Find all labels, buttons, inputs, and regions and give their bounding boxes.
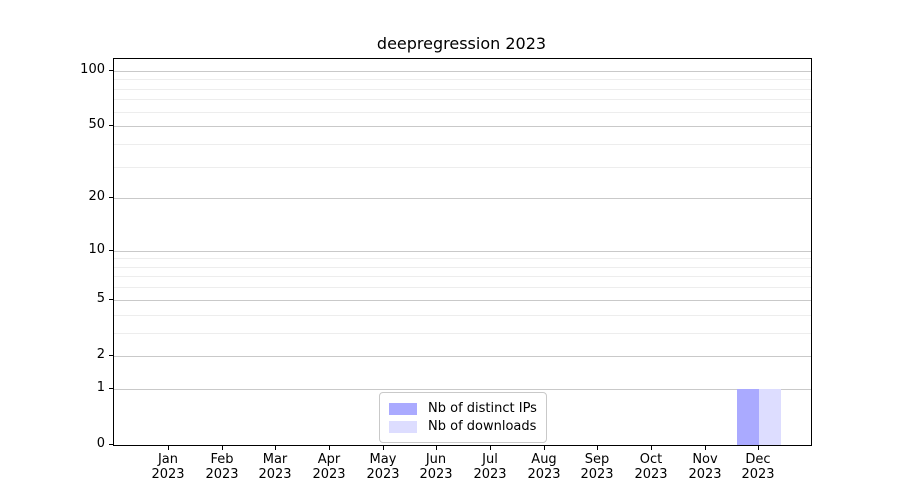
x-tick-month: Jan [157,452,179,467]
plot-area: Nb of distinct IPs Nb of downloads [113,58,812,446]
x-tick-label: Sep 2023 [565,452,629,482]
x-tick-label: Oct 2023 [619,452,683,482]
x-tick-month: Feb [210,452,234,467]
x-tick-year: 2023 [473,467,507,482]
minor-gridline [114,276,811,277]
x-tick-mark [436,446,437,450]
y-tick-mark [109,444,113,445]
x-tick-label: Nov 2023 [673,452,737,482]
y-tick-mark [109,125,113,126]
x-tick-year: 2023 [527,467,561,482]
minor-gridline [114,144,811,145]
x-tick-mark [597,446,598,450]
major-gridline [114,71,811,72]
x-tick-label: Jun 2023 [404,452,468,482]
y-tick-label: 2 [96,347,105,362]
x-tick-mark [490,446,491,450]
y-tick-mark [109,70,113,71]
x-tick-mark [275,446,276,450]
x-tick-mark [705,446,706,450]
legend-label-distinct-ips: Nb of distinct IPs [428,401,537,416]
minor-gridline [114,267,811,268]
y-tick-mark [109,355,113,356]
x-tick-month: Apr [317,452,341,467]
x-tick-year: 2023 [366,467,400,482]
legend-item-distinct-ips: Nb of distinct IPs [389,401,537,416]
y-tick-mark [109,299,113,300]
y-tick-mark [109,388,113,389]
x-tick-mark [168,446,169,450]
legend-swatch-distinct-ips [389,402,417,415]
x-tick-year: 2023 [688,467,722,482]
x-tick-mark [651,446,652,450]
major-gridline [114,198,811,199]
x-tick-mark [758,446,759,450]
x-tick-mark [544,446,545,450]
x-tick-year: 2023 [419,467,453,482]
legend-label-downloads: Nb of downloads [428,419,537,434]
x-tick-month: Nov [692,452,718,467]
x-tick-year: 2023 [580,467,614,482]
chart-title: deepregression 2023 [376,34,547,53]
minor-gridline [114,167,811,168]
x-tick-month: Sep [584,452,610,467]
y-tick-label: 0 [96,436,105,451]
x-tick-month: Aug [531,452,557,467]
x-tick-month: Jun [425,452,447,467]
y-tick-label: 10 [88,242,105,257]
bar-nb-of-distinct-ips-dec [737,389,760,445]
bar-nb-of-downloads-dec [759,389,781,445]
x-tick-month: Mar [262,452,288,467]
x-tick-year: 2023 [205,467,239,482]
legend-swatch-downloads [389,420,417,433]
y-tick-label: 50 [88,117,105,132]
y-tick-label: 5 [96,291,105,306]
x-tick-mark [329,446,330,450]
x-tick-month: Jul [482,452,498,467]
minor-gridline [114,112,811,113]
x-tick-year: 2023 [634,467,668,482]
x-tick-mark [383,446,384,450]
major-gridline [114,300,811,301]
minor-gridline [114,287,811,288]
x-tick-label: Jan 2023 [136,452,200,482]
x-tick-label: Mar 2023 [243,452,307,482]
x-tick-year: 2023 [312,467,346,482]
x-tick-label: May 2023 [351,452,415,482]
minor-gridline [114,315,811,316]
major-gridline [114,356,811,357]
major-gridline [114,126,811,127]
x-tick-month: Oct [639,452,663,467]
x-tick-label: Dec 2023 [726,452,790,482]
x-tick-label: Aug 2023 [512,452,576,482]
x-tick-label: Apr 2023 [297,452,361,482]
minor-gridline [114,99,811,100]
legend-item-downloads: Nb of downloads [389,419,537,434]
y-tick-mark [109,197,113,198]
minor-gridline [114,89,811,90]
x-tick-year: 2023 [151,467,185,482]
legend: Nb of distinct IPs Nb of downloads [379,392,547,443]
y-tick-mark [109,250,113,251]
x-tick-mark [222,446,223,450]
x-tick-label: Jul 2023 [458,452,522,482]
major-gridline [114,251,811,252]
y-tick-label: 1 [96,380,105,395]
major-gridline [114,389,811,390]
x-tick-month: Dec [745,452,771,467]
y-tick-label: 100 [80,62,105,77]
minor-gridline [114,333,811,334]
x-tick-label: Feb 2023 [190,452,254,482]
y-tick-label: 20 [88,189,105,204]
x-tick-year: 2023 [741,467,775,482]
x-tick-month: May [369,452,397,467]
minor-gridline [114,79,811,80]
x-tick-year: 2023 [258,467,292,482]
minor-gridline [114,258,811,259]
